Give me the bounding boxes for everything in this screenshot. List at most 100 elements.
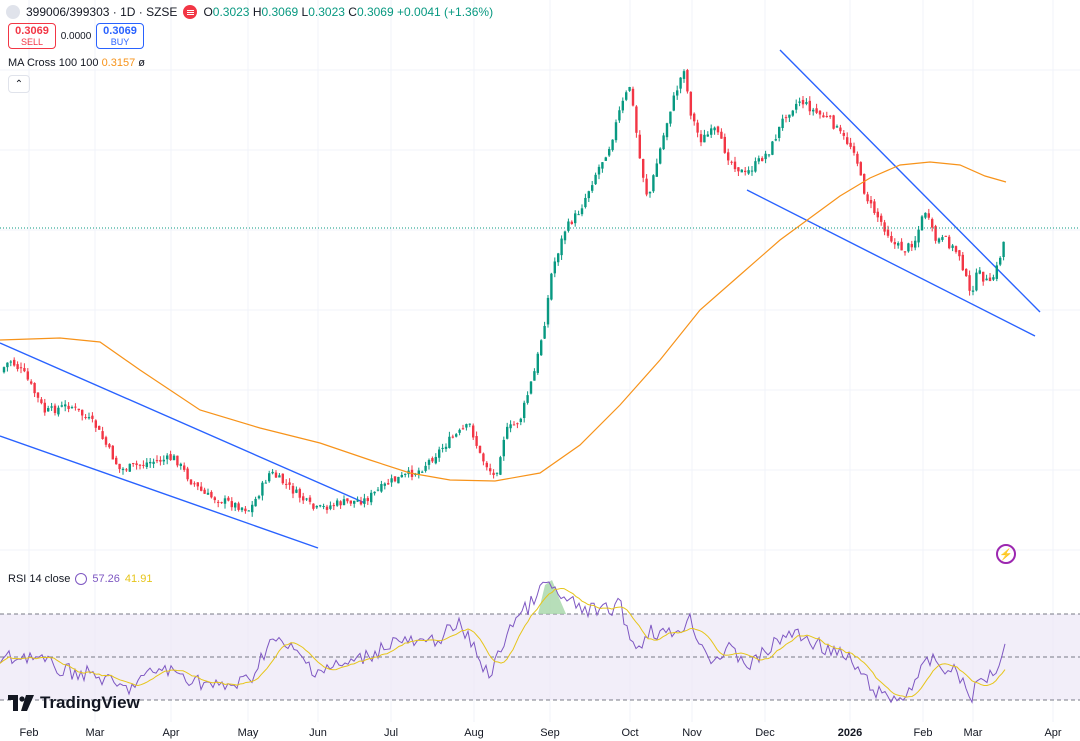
candle (890, 231, 893, 243)
sell-price: 0.3069 (15, 25, 49, 37)
candle (104, 435, 108, 448)
candle (495, 472, 499, 477)
candle (53, 403, 57, 416)
low-value: 0.3023 (308, 5, 345, 19)
symbol-title[interactable]: 399006/399303 · 1D · SZSE (26, 5, 178, 19)
candle (536, 351, 539, 375)
candle (227, 496, 230, 502)
candle (261, 480, 264, 501)
candle (444, 443, 448, 452)
candle (961, 251, 964, 272)
candle (172, 454, 176, 461)
candle (594, 172, 597, 185)
candle (869, 196, 873, 209)
rsi-legend[interactable]: RSI 14 close 57.26 41.91 (8, 573, 152, 585)
candle (635, 105, 638, 138)
candle (23, 363, 26, 373)
candle (383, 482, 386, 490)
candle (710, 124, 713, 138)
candle (159, 456, 162, 466)
sell-label: SELL (20, 37, 44, 47)
candle (968, 270, 971, 296)
candle (2, 366, 6, 374)
candle (145, 458, 148, 470)
candle (431, 456, 434, 463)
candle (193, 481, 196, 487)
logo-text: TradingView (40, 693, 140, 712)
candle (30, 379, 33, 385)
candle (237, 501, 240, 512)
x-tick-label: Dec (755, 727, 775, 739)
settings-icon[interactable] (75, 573, 88, 585)
candle (223, 495, 227, 509)
trendlines (0, 49, 1041, 549)
candle (570, 220, 573, 225)
candle (842, 130, 845, 140)
candle (390, 474, 393, 487)
candle (81, 409, 84, 421)
candle (50, 402, 53, 411)
candle (876, 208, 879, 222)
candle (33, 382, 36, 398)
candle (244, 506, 247, 514)
candle (349, 500, 352, 507)
trendline (746, 189, 1036, 337)
candle (101, 426, 104, 440)
candle (274, 470, 278, 478)
candle (686, 68, 689, 94)
ma-legend-extra: ø (138, 57, 146, 69)
candle (529, 381, 533, 395)
candle (264, 479, 267, 484)
candle (217, 499, 220, 508)
candle (883, 219, 886, 236)
candle (611, 139, 614, 152)
candle (948, 234, 951, 250)
candle (788, 114, 791, 123)
candle (84, 414, 87, 420)
candle (200, 482, 203, 492)
x-tick-label: May (238, 727, 259, 739)
candle (387, 478, 390, 485)
candle (815, 103, 818, 115)
candle (699, 130, 703, 147)
candle (438, 446, 441, 462)
ma-legend[interactable]: MA Cross 100 100 0.3157 ø (8, 57, 145, 69)
chevron-up-icon[interactable]: ⌃ (8, 75, 30, 93)
candle (295, 486, 298, 494)
candle (512, 421, 516, 426)
candle (393, 476, 397, 483)
candle (801, 96, 805, 109)
candle (94, 419, 97, 432)
tv-logo-icon (8, 695, 34, 711)
candle (400, 471, 403, 478)
candle (584, 193, 587, 209)
candle (359, 496, 363, 506)
candle (910, 240, 913, 252)
candle (421, 470, 424, 473)
x-tick-label: Feb (20, 727, 39, 739)
candle (322, 503, 325, 510)
lightning-icon[interactable]: ⚡ (996, 544, 1016, 564)
buy-button[interactable]: 0.3069 BUY (96, 23, 144, 49)
change-value: +0.0041 (+1.36%) (397, 5, 494, 19)
candle (778, 126, 781, 142)
candle (999, 256, 1002, 267)
candle (567, 218, 570, 233)
candle (682, 69, 686, 83)
ma-legend-value: 0.3157 (101, 57, 136, 69)
candle (954, 245, 958, 254)
sell-button[interactable]: 0.3069 SELL (8, 23, 56, 49)
candle (965, 268, 968, 277)
rsi-legend-label: RSI 14 close (8, 573, 71, 585)
candle (60, 401, 63, 408)
candle (669, 111, 672, 127)
candle (240, 507, 244, 513)
candle (757, 155, 760, 165)
candle (315, 505, 318, 510)
candle (254, 496, 257, 507)
candle (516, 422, 519, 429)
candle (985, 274, 988, 281)
candle (703, 129, 706, 143)
market-status-icon[interactable] (183, 5, 198, 19)
